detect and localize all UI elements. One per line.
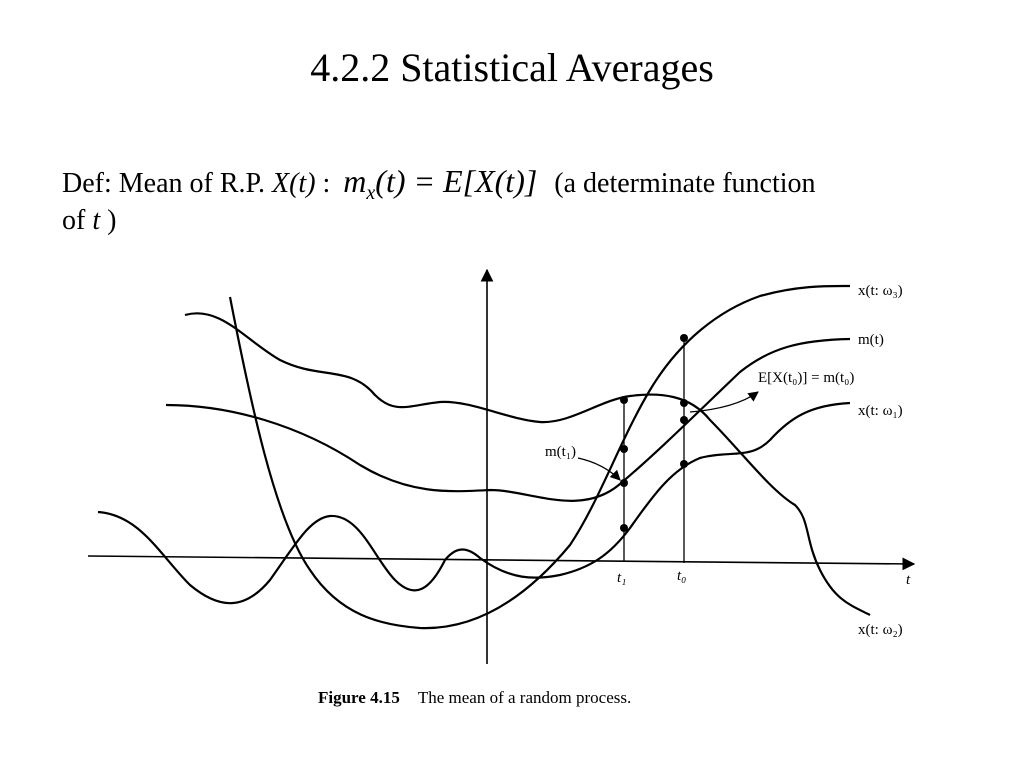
curve-x-omega2 bbox=[184, 312, 871, 616]
time-axis bbox=[87, 555, 916, 571]
eq-rest: (t) = bbox=[375, 163, 444, 199]
point-t0-w1 bbox=[680, 460, 688, 468]
eq-sub: x bbox=[366, 182, 376, 204]
curve-x-omega1 bbox=[97, 401, 851, 605]
label-x-omega1: x(t: ω₁) bbox=[858, 403, 903, 419]
definition-line2-prefix: of bbox=[62, 205, 93, 236]
definition-line: Def: Mean of R.P. X(t) : mx(t) = E[X(t)]… bbox=[62, 160, 816, 214]
point-t0-w2 bbox=[680, 399, 688, 407]
curve-x-omega3 bbox=[228, 284, 851, 630]
point-t1-w2 bbox=[620, 445, 628, 453]
label-e-x-t0: E[X(t₀)] = m(t₀) bbox=[758, 370, 855, 386]
figure-caption: Figure 4.15 The mean of a random process. bbox=[318, 688, 631, 708]
curve-mean bbox=[165, 337, 851, 502]
label-m-t1: m(t₁) bbox=[545, 444, 577, 460]
eq-m: m bbox=[343, 163, 367, 199]
definition-colon: : bbox=[315, 168, 331, 199]
caption-text: The mean of a random process. bbox=[417, 688, 632, 707]
definition-process: X(t) bbox=[271, 168, 316, 199]
point-t0-mean bbox=[680, 416, 688, 424]
caption-label: Figure 4.15 bbox=[318, 688, 400, 707]
slide-title: 4.2.2 Statistical Averages bbox=[310, 45, 714, 90]
m-t1-pointer bbox=[577, 457, 621, 481]
point-t1-w1 bbox=[620, 524, 628, 532]
definition-suffix: (a determinate function bbox=[547, 168, 816, 199]
label-tick-t0: t₀ bbox=[677, 568, 687, 584]
e-x-t0-pointer bbox=[689, 391, 759, 413]
definition-line2-t: t bbox=[92, 205, 101, 236]
definition-line-2: of t ) bbox=[62, 200, 116, 242]
label-x-omega3: x(t: ω₃) bbox=[858, 283, 903, 299]
eq-bracket: [X(t)] bbox=[462, 163, 538, 199]
label-axis-t: t bbox=[906, 572, 911, 588]
eq-E: E bbox=[443, 163, 463, 199]
label-tick-t1: t₁ bbox=[617, 570, 627, 586]
label-x-omega2: x(t: ω₂) bbox=[858, 622, 903, 638]
point-t0-w3 bbox=[680, 334, 688, 342]
mean-equation: mx(t) = E[X(t)] bbox=[343, 160, 537, 214]
point-t1-mean bbox=[620, 479, 628, 487]
definition-line2-suffix: ) bbox=[100, 205, 117, 236]
definition-prefix: Def: Mean of R.P. bbox=[62, 168, 272, 199]
label-m-t: m(t) bbox=[858, 332, 884, 348]
point-t1-w3 bbox=[620, 396, 628, 404]
